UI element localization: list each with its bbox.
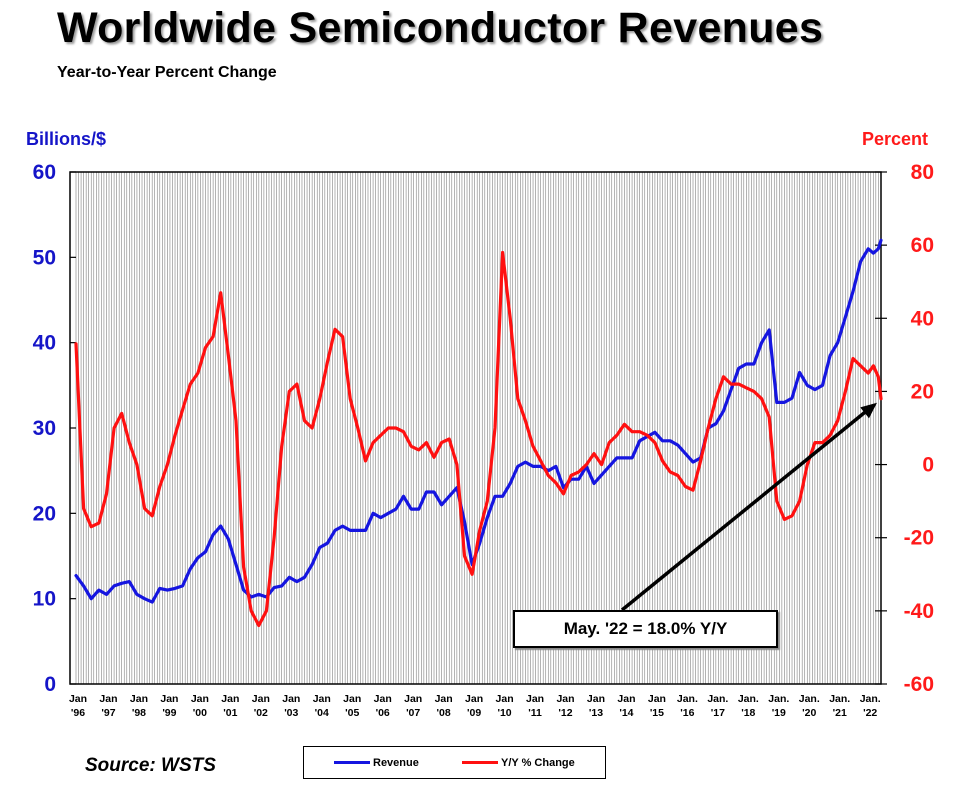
y-left-tick-label: 40 [33, 332, 56, 355]
legend-swatch-revenue [334, 761, 370, 764]
x-tick-label-year: '14 [619, 707, 633, 719]
y-axis-left-label: Billions/$ [26, 129, 107, 149]
x-tick-label-year: '99 [162, 707, 176, 719]
x-tick-label-year: '13 [589, 707, 603, 719]
x-tick-label-year: '96 [71, 707, 85, 719]
x-tick-label-year: '09 [467, 707, 481, 719]
x-tick-label-year: '08 [437, 707, 451, 719]
x-tick-label-year: '15 [650, 707, 664, 719]
x-tick-label-month: Jan [191, 693, 209, 705]
y-axis-right: -60 -40 -20 0 20 40 60 80 [875, 161, 934, 696]
x-tick-label-year: '04 [315, 707, 329, 719]
x-tick-label-month: Jan [496, 693, 514, 705]
chart-subtitle: Year-to-Year Percent Change [57, 64, 277, 81]
chart-title: Worldwide Semiconductor Revenues [57, 4, 824, 52]
x-tick-label-month: Jan [160, 693, 178, 705]
plot-frame [69, 171, 882, 685]
x-tick-label-year: '07 [406, 707, 420, 719]
x-tick-label-year: '10 [497, 707, 511, 719]
chart-grid [75, 172, 882, 684]
x-tick-label-month: Jan [435, 693, 453, 705]
x-axis: Jan '96 Jan '97 Jan '98 Jan '99 Jan '00 Jan '01 Jan '… [69, 693, 881, 719]
x-tick-label-year: '12 [558, 707, 572, 719]
x-tick-label-month: Jan [648, 693, 666, 705]
y-axis-right-label: Percent [862, 129, 929, 149]
y-right-tick-label: 40 [911, 307, 934, 330]
x-tick-label-month: Jan [99, 693, 117, 705]
series-line-revenue [74, 238, 883, 604]
legend-item-yoy: Y/Y % Change [462, 747, 575, 778]
x-tick-label-year: '00 [193, 707, 207, 719]
x-tick-label-year: '05 [345, 707, 359, 719]
y-left-tick-label: 50 [33, 246, 56, 269]
x-tick-label-month: Jan [221, 693, 239, 705]
x-tick-label-month: Jan [556, 693, 574, 705]
x-tick-label-month: Jan. [799, 693, 820, 705]
y-axis-left: 0 10 20 30 40 50 60 [33, 161, 76, 696]
y-right-tick-label: 0 [922, 454, 934, 477]
x-tick-label-year: '03 [284, 707, 298, 719]
x-tick-label-year: '19 [772, 707, 786, 719]
y-left-tick-label: 10 [33, 588, 56, 611]
x-tick-label-year: '01 [223, 707, 237, 719]
x-tick-label-month: Jan [617, 693, 635, 705]
x-tick-label-month: Jan [252, 693, 270, 705]
x-tick-label-month: Jan. [860, 693, 881, 705]
x-tick-label-year: '17 [711, 707, 725, 719]
legend-label-yoy: Y/Y % Change [501, 756, 575, 769]
source-note: Source: WSTS [85, 755, 216, 776]
y-left-tick-label: 30 [33, 417, 56, 440]
x-tick-label-year: '11 [528, 707, 542, 719]
x-tick-label-year: '06 [376, 707, 390, 719]
x-tick-label-month: Jan [374, 693, 392, 705]
legend-swatch-yoy [462, 761, 498, 764]
y-right-tick-label: 80 [911, 161, 934, 184]
legend: Revenue Y/Y % Change [303, 746, 606, 779]
x-tick-label-month: Jan [282, 693, 300, 705]
x-tick-label-month: Jan [587, 693, 605, 705]
x-tick-label-year: '22 [863, 707, 877, 719]
callout-arrow-head [860, 402, 877, 419]
callout-arrow-shaft [620, 408, 870, 612]
y-right-tick-label: -20 [904, 527, 934, 550]
callout-arrow [620, 402, 877, 612]
y-right-tick-label: -60 [904, 673, 934, 696]
series-group [74, 238, 883, 628]
series-line-yoy [74, 250, 883, 628]
x-tick-label-month: Jan [313, 693, 331, 705]
y-left-tick-label: 60 [33, 161, 56, 184]
callout-box: May. '22 = 18.0% Y/Y [513, 610, 778, 648]
x-tick-label-month: Jan. [677, 693, 698, 705]
x-tick-label-year: '18 [741, 707, 755, 719]
x-tick-label-month: Jan. [829, 693, 850, 705]
x-tick-label-month: Jan. [768, 693, 789, 705]
x-tick-label-year: '98 [132, 707, 146, 719]
x-tick-label-month: Jan. [707, 693, 728, 705]
x-tick-label-year: '16 [680, 707, 694, 719]
legend-item-revenue: Revenue [334, 747, 419, 778]
x-tick-label-month: Jan [404, 693, 422, 705]
x-tick-label-month: Jan [130, 693, 148, 705]
x-tick-label-month: Jan. [738, 693, 759, 705]
x-tick-label-month: Jan [526, 693, 544, 705]
y-right-tick-label: 20 [911, 380, 934, 403]
x-tick-label-month: Jan [69, 693, 87, 705]
legend-label-revenue: Revenue [373, 756, 419, 769]
x-tick-label-year: '21 [833, 707, 847, 719]
x-tick-label-year: '97 [101, 707, 115, 719]
y-right-tick-label: 60 [911, 234, 934, 257]
x-tick-label-year: '02 [254, 707, 268, 719]
x-tick-label-month: Jan [343, 693, 361, 705]
x-tick-label-month: Jan [465, 693, 483, 705]
y-left-tick-label: 0 [44, 673, 56, 696]
x-tick-label-year: '20 [802, 707, 816, 719]
y-left-tick-label: 20 [33, 502, 56, 525]
y-right-tick-label: -40 [904, 600, 934, 623]
